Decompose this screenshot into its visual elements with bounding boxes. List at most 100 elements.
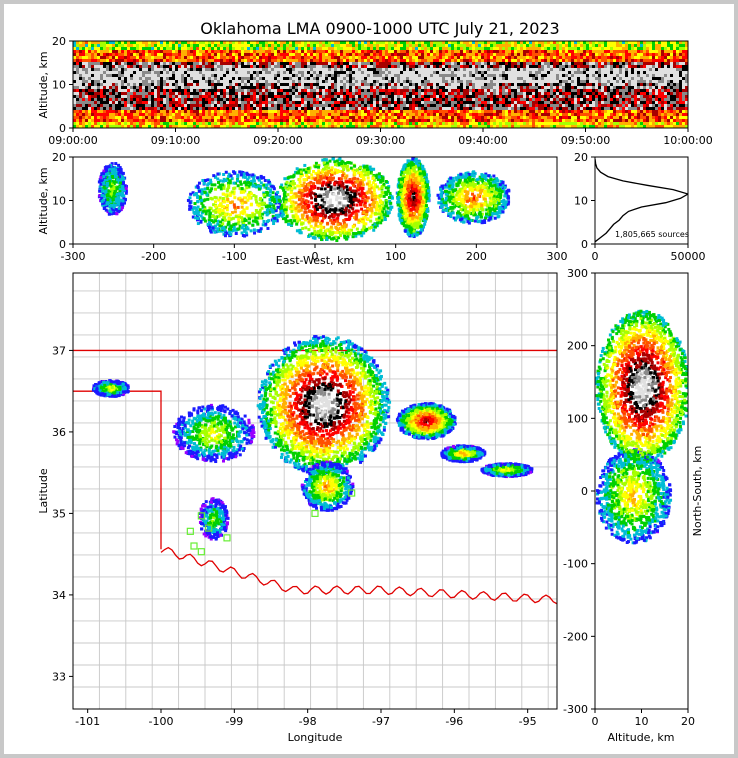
density-cell [343,44,346,47]
density-cell [310,95,313,98]
density-cell [352,95,355,98]
density-cell [415,125,418,128]
density-cell [493,56,496,59]
density-cell [100,68,103,71]
density-cell [454,62,457,65]
density-cell [460,44,463,47]
density-cell [322,98,325,101]
density-cell [190,92,193,95]
density-cell [526,83,529,86]
density-cell [553,125,556,128]
density-cell [562,125,565,128]
density-cell [88,107,91,110]
density-cell [112,110,115,113]
density-cell [532,74,535,77]
density-cell [229,77,232,80]
density-cell [94,56,97,59]
density-cell [496,65,499,68]
density-cell [277,89,280,92]
density-cell [85,119,88,122]
density-cell [298,119,301,122]
density-cell [463,53,466,56]
density-cell [571,104,574,107]
density-cell [541,101,544,104]
density-cell [295,125,298,128]
density-cell [448,47,451,50]
density-cell [586,56,589,59]
density-cell [169,104,172,107]
density-cell [118,56,121,59]
density-cell [484,125,487,128]
density-cell [553,71,556,74]
density-cell [442,116,445,119]
density-cell [322,65,325,68]
density-cell [541,71,544,74]
density-cell [475,56,478,59]
density-cell [433,125,436,128]
density-cell [271,95,274,98]
density-cell [208,107,211,110]
density-cell [454,77,457,80]
density-cell [316,74,319,77]
density-cell [370,101,373,104]
density-cell [175,122,178,125]
density-cell [307,50,310,53]
density-cell [418,110,421,113]
density-cell [184,119,187,122]
density-cell [415,86,418,89]
density-cell [229,98,232,101]
density-cell [121,62,124,65]
density-cell [577,110,580,113]
density-cell [289,104,292,107]
density-cell [460,125,463,128]
density-cell [82,122,85,125]
density-cell [244,68,247,71]
density-cell [73,98,76,101]
density-cell [79,122,82,125]
density-cell [580,80,583,83]
density-cell [544,59,547,62]
density-cell [307,41,310,44]
density-cell [571,53,574,56]
density-cell [526,44,529,47]
density-cell [388,68,391,71]
density-cell [469,68,472,71]
density-cell [256,77,259,80]
density-cell [427,107,430,110]
density-cell [406,41,409,44]
density-cell [442,122,445,125]
density-cell [586,92,589,95]
density-cell [313,101,316,104]
density-cell [583,92,586,95]
density-cell [139,50,142,53]
density-cell [547,110,550,113]
density-cell [448,44,451,47]
density-cell [115,71,118,74]
density-cell [481,74,484,77]
density-cell [433,44,436,47]
density-cell [472,56,475,59]
density-cell [250,92,253,95]
density-cell [187,47,190,50]
density-cell [202,116,205,119]
density-cell [307,122,310,125]
density-cell [169,122,172,125]
density-cell [109,56,112,59]
density-cell [241,104,244,107]
density-cell [334,83,337,86]
density-cell [76,59,79,62]
density-cell [370,59,373,62]
density-cell [406,107,409,110]
density-cell [109,41,112,44]
density-cell [541,86,544,89]
density-cell [499,77,502,80]
density-cell [148,116,151,119]
density-cell [319,44,322,47]
density-cell [385,95,388,98]
density-cell [394,41,397,44]
density-cell [490,98,493,101]
density-cell [142,116,145,119]
density-cell [442,101,445,104]
density-cell [439,59,442,62]
density-cell [175,68,178,71]
